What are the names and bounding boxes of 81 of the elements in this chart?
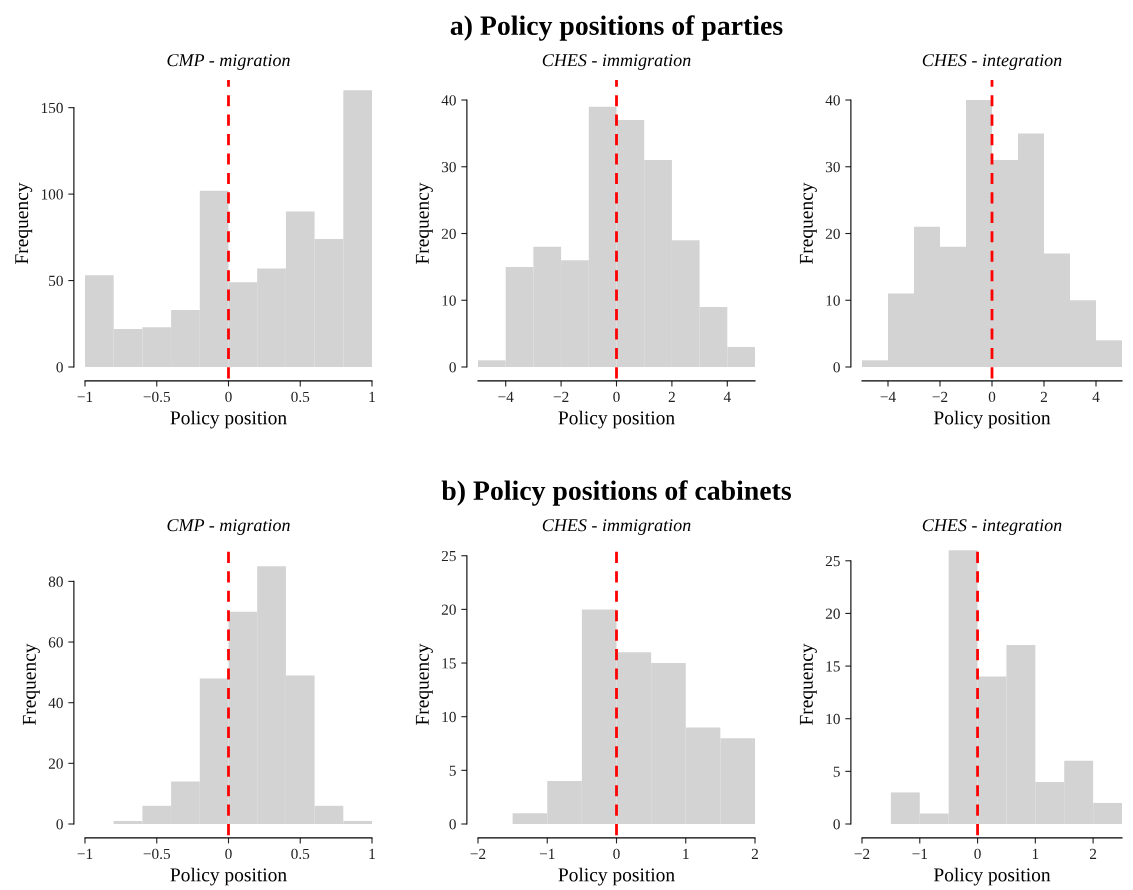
x-axis-title: Policy position bbox=[558, 867, 675, 886]
x-tick-label: −1 bbox=[77, 848, 93, 859]
y-tick-label: 15 bbox=[826, 661, 840, 672]
chart-subtitle: CMP - migration bbox=[167, 54, 290, 70]
y-tick-label: 0 bbox=[56, 362, 63, 373]
y-tick-label: 20 bbox=[441, 228, 456, 239]
y-tick-label: 5 bbox=[833, 766, 840, 777]
x-tick-label: 0 bbox=[988, 391, 996, 403]
x-tick-label: 1 bbox=[1032, 848, 1039, 859]
y-tick-label: 30 bbox=[441, 161, 456, 173]
y-tick-label: 50 bbox=[49, 275, 63, 287]
y-axis-title: Frequency bbox=[415, 182, 433, 264]
chart-subtitle: CMP - migration bbox=[167, 519, 290, 535]
y-tick-label: 0 bbox=[449, 819, 456, 830]
x-tick-label: −0.5 bbox=[143, 848, 171, 860]
x-tick-label: 2 bbox=[668, 391, 675, 402]
y-tick-label: 60 bbox=[48, 637, 63, 648]
y-axis-title: Frequency bbox=[22, 643, 40, 725]
x-tick-label: −1 bbox=[539, 848, 555, 859]
x-axis-title: Policy position bbox=[933, 867, 1051, 886]
x-tick-label: 2 bbox=[751, 848, 758, 859]
y-tick-label: 0 bbox=[833, 819, 840, 830]
x-axis-title: Policy position bbox=[170, 867, 287, 886]
y-tick-label: 10 bbox=[826, 295, 840, 306]
y-tick-label: 20 bbox=[441, 604, 456, 615]
x-tick-label: −2 bbox=[470, 848, 486, 859]
y-tick-label: 15 bbox=[442, 658, 456, 669]
x-tick-label: −4 bbox=[498, 391, 514, 402]
x-tick-label: 0.5 bbox=[291, 391, 310, 403]
x-tick-label: 0.5 bbox=[291, 848, 310, 860]
y-tick-label: 10 bbox=[442, 711, 456, 723]
y-tick-label: 20 bbox=[48, 758, 63, 769]
y-tick-label: 25 bbox=[441, 550, 456, 562]
x-tick-label: 1 bbox=[369, 391, 375, 402]
x-axis-title: Policy position bbox=[170, 410, 287, 429]
x-axis-title: Policy position bbox=[558, 410, 675, 429]
y-tick-label: 150 bbox=[41, 102, 63, 114]
y-axis-title: Frequency bbox=[415, 643, 433, 725]
x-tick-label: 4 bbox=[1092, 391, 1100, 402]
y-tick-label: 5 bbox=[449, 765, 456, 776]
x-tick-label: 4 bbox=[723, 391, 731, 402]
x-tick-label: 1 bbox=[369, 848, 375, 859]
x-tick-label: 1 bbox=[683, 848, 689, 859]
chart-title: b) Policy positions of cabinets bbox=[441, 480, 791, 506]
y-tick-label: 10 bbox=[442, 295, 456, 306]
x-tick-label: −0.5 bbox=[143, 391, 171, 403]
y-tick-label: 40 bbox=[441, 95, 456, 106]
x-tick-label: 2 bbox=[1089, 848, 1097, 859]
y-axis-title: Frequency bbox=[799, 643, 817, 725]
y-tick-label: 80 bbox=[48, 576, 63, 587]
y-tick-label: 100 bbox=[41, 189, 63, 200]
chart-subtitle: CHES - integration bbox=[922, 54, 1062, 70]
chart-subtitle: CHES - immigration bbox=[542, 54, 691, 70]
x-tick-label: 0 bbox=[613, 391, 620, 403]
y-tick-label: 0 bbox=[833, 362, 840, 373]
x-tick-label: −2 bbox=[932, 391, 948, 402]
x-tick-label: −2 bbox=[553, 391, 569, 402]
x-tick-label: 0 bbox=[225, 391, 232, 403]
chart-title: a) Policy positions of parties bbox=[450, 15, 783, 41]
x-tick-label: −2 bbox=[854, 848, 870, 859]
x-tick-label: −4 bbox=[880, 391, 896, 402]
y-tick-label: 40 bbox=[48, 697, 63, 709]
y-tick-label: 20 bbox=[825, 608, 840, 619]
y-axis-title: Frequency bbox=[15, 182, 33, 264]
y-tick-label: 40 bbox=[825, 95, 840, 106]
y-tick-label: 0 bbox=[449, 362, 456, 373]
y-tick-label: 20 bbox=[825, 228, 840, 239]
x-tick-label: 2 bbox=[1040, 391, 1047, 402]
chart-subtitle: CHES - immigration bbox=[542, 519, 691, 535]
x-tick-label: 0 bbox=[974, 848, 981, 860]
x-axis-title: Policy position bbox=[933, 410, 1051, 429]
x-tick-label: 0 bbox=[225, 848, 232, 860]
x-tick-label: −1 bbox=[912, 848, 927, 859]
chart-subtitle: CHES - integration bbox=[922, 519, 1062, 535]
y-tick-label: 25 bbox=[825, 555, 840, 567]
x-tick-label: 0 bbox=[613, 848, 620, 860]
y-axis-title: Frequency bbox=[799, 182, 817, 264]
y-tick-label: 30 bbox=[825, 161, 840, 173]
x-tick-label: −1 bbox=[77, 391, 93, 402]
y-tick-label: 0 bbox=[56, 819, 63, 830]
y-tick-label: 10 bbox=[826, 713, 840, 725]
